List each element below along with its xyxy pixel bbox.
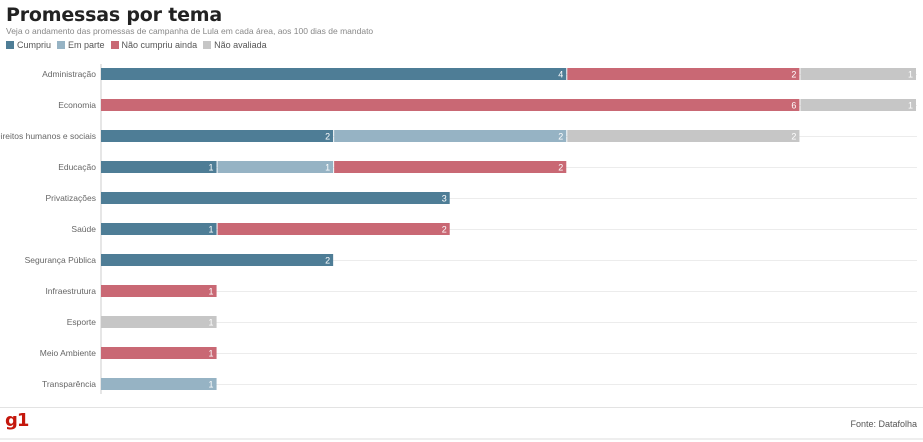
bar-administracao-nao-avaliada[interactable] (800, 68, 916, 80)
category-label-saude: Saúde (71, 224, 96, 234)
data-label-administracao-cumpriu: 4 (558, 70, 563, 80)
g1-logo[interactable]: g1 (5, 410, 29, 431)
category-label-educacao: Educação (58, 162, 96, 172)
legend-item-nao-cumpriu[interactable]: Não cumpriu ainda (110, 40, 198, 50)
data-label-saude-cumpriu: 1 (209, 225, 214, 235)
data-label-administracao-nao-avaliada: 1 (908, 70, 913, 80)
legend-label-em-parte: Em parte (68, 40, 105, 50)
legend-swatch-nao-avaliada (203, 41, 212, 49)
data-label-educacao-cumpriu: 1 (209, 163, 214, 173)
bar-seguranca-publica-cumpriu[interactable] (101, 254, 334, 266)
bar-saude-nao-cumpriu-ainda[interactable] (217, 223, 450, 235)
bar-administracao-nao-cumpriu-ainda[interactable] (567, 68, 800, 80)
page-title: Promessas por tema (6, 4, 223, 26)
category-label-direitos-humanos-e-sociais: Direitos humanos e sociais (0, 131, 96, 141)
bar-privatizacoes-cumpriu[interactable] (101, 192, 450, 204)
data-label-direitos-humanos-e-sociais-cumpriu: 2 (325, 132, 330, 142)
bar-administracao-cumpriu[interactable] (101, 68, 567, 80)
legend-swatch-em-parte (57, 41, 66, 49)
data-label-economia-nao-cumpriu-ainda: 6 (791, 101, 796, 111)
legend-swatch-nao-cumpriu (110, 41, 119, 49)
data-label-educacao-nao-cumpriu-ainda: 2 (558, 163, 563, 173)
bar-infraestrutura-nao-cumpriu-ainda[interactable] (101, 285, 217, 297)
data-label-direitos-humanos-e-sociais-nao-avaliada: 2 (791, 132, 796, 142)
bar-direitos-humanos-e-sociais-cumpriu[interactable] (101, 130, 334, 142)
bar-economia-nao-avaliada[interactable] (800, 99, 916, 111)
category-label-seguranca-publica: Segurança Pública (25, 255, 97, 265)
footer-divider (0, 407, 923, 408)
legend-swatch-cumpriu (6, 41, 14, 49)
data-label-administracao-nao-cumpriu-ainda: 2 (791, 70, 796, 80)
data-label-esporte-nao-avaliada: 1 (209, 318, 214, 328)
bar-economia-nao-cumpriu-ainda[interactable] (101, 99, 800, 111)
bar-educacao-em-parte[interactable] (217, 161, 334, 173)
legend-item-cumpriu[interactable]: Cumpriu (6, 40, 51, 50)
category-label-privatizacoes: Privatizações (45, 193, 96, 203)
data-label-direitos-humanos-e-sociais-em-parte: 2 (558, 132, 563, 142)
legend-label-cumpriu: Cumpriu (17, 40, 52, 50)
category-label-transparencia: Transparência (42, 379, 96, 389)
bar-direitos-humanos-e-sociais-em-parte[interactable] (334, 130, 567, 142)
bar-esporte-nao-avaliada[interactable] (101, 316, 217, 328)
data-label-infraestrutura-nao-cumpriu-ainda: 1 (209, 287, 214, 297)
bottom-border (0, 438, 923, 440)
bar-meio-ambiente-nao-cumpriu-ainda[interactable] (101, 347, 217, 359)
legend-item-nao-avaliada[interactable]: Não avaliada (203, 40, 267, 50)
data-label-meio-ambiente-nao-cumpriu-ainda: 1 (209, 349, 214, 359)
category-label-meio-ambiente: Meio Ambiente (40, 348, 96, 358)
legend-item-em-parte[interactable]: Em parte (57, 40, 105, 50)
chart-legend: Cumpriu Em parte Não cumpriu ainda Não a… (6, 40, 267, 50)
category-label-infraestrutura: Infraestrutura (45, 286, 96, 296)
stacked-bar-chart: Administração 4 2 1 Economia 6 1 Direitos human… (0, 64, 917, 394)
data-label-seguranca-publica-cumpriu: 2 (325, 256, 330, 266)
source-note: Fonte: Datafolha (850, 419, 917, 429)
data-label-transparencia-em-parte: 1 (209, 380, 214, 390)
legend-label-nao-cumpriu: Não cumpriu ainda (121, 40, 198, 50)
data-label-economia-nao-avaliada: 1 (908, 101, 913, 111)
category-label-esporte: Esporte (67, 317, 97, 327)
page-subtitle: Veja o andamento das promessas de campan… (6, 26, 374, 36)
bar-direitos-humanos-e-sociais-nao-avaliada[interactable] (567, 130, 800, 142)
bar-transparencia-em-parte[interactable] (101, 378, 217, 390)
legend-label-nao-avaliada: Não avaliada (214, 40, 267, 50)
category-label-administracao: Administração (42, 69, 96, 79)
bar-educacao-nao-cumpriu-ainda[interactable] (334, 161, 567, 173)
bar-saude-cumpriu[interactable] (101, 223, 217, 235)
bar-educacao-cumpriu[interactable] (101, 161, 217, 173)
data-label-saude-nao-cumpriu-ainda: 2 (442, 225, 447, 235)
data-label-educacao-em-parte: 1 (325, 163, 330, 173)
data-label-privatizacoes-cumpriu: 3 (442, 194, 447, 204)
category-label-economia: Economia (58, 100, 96, 110)
